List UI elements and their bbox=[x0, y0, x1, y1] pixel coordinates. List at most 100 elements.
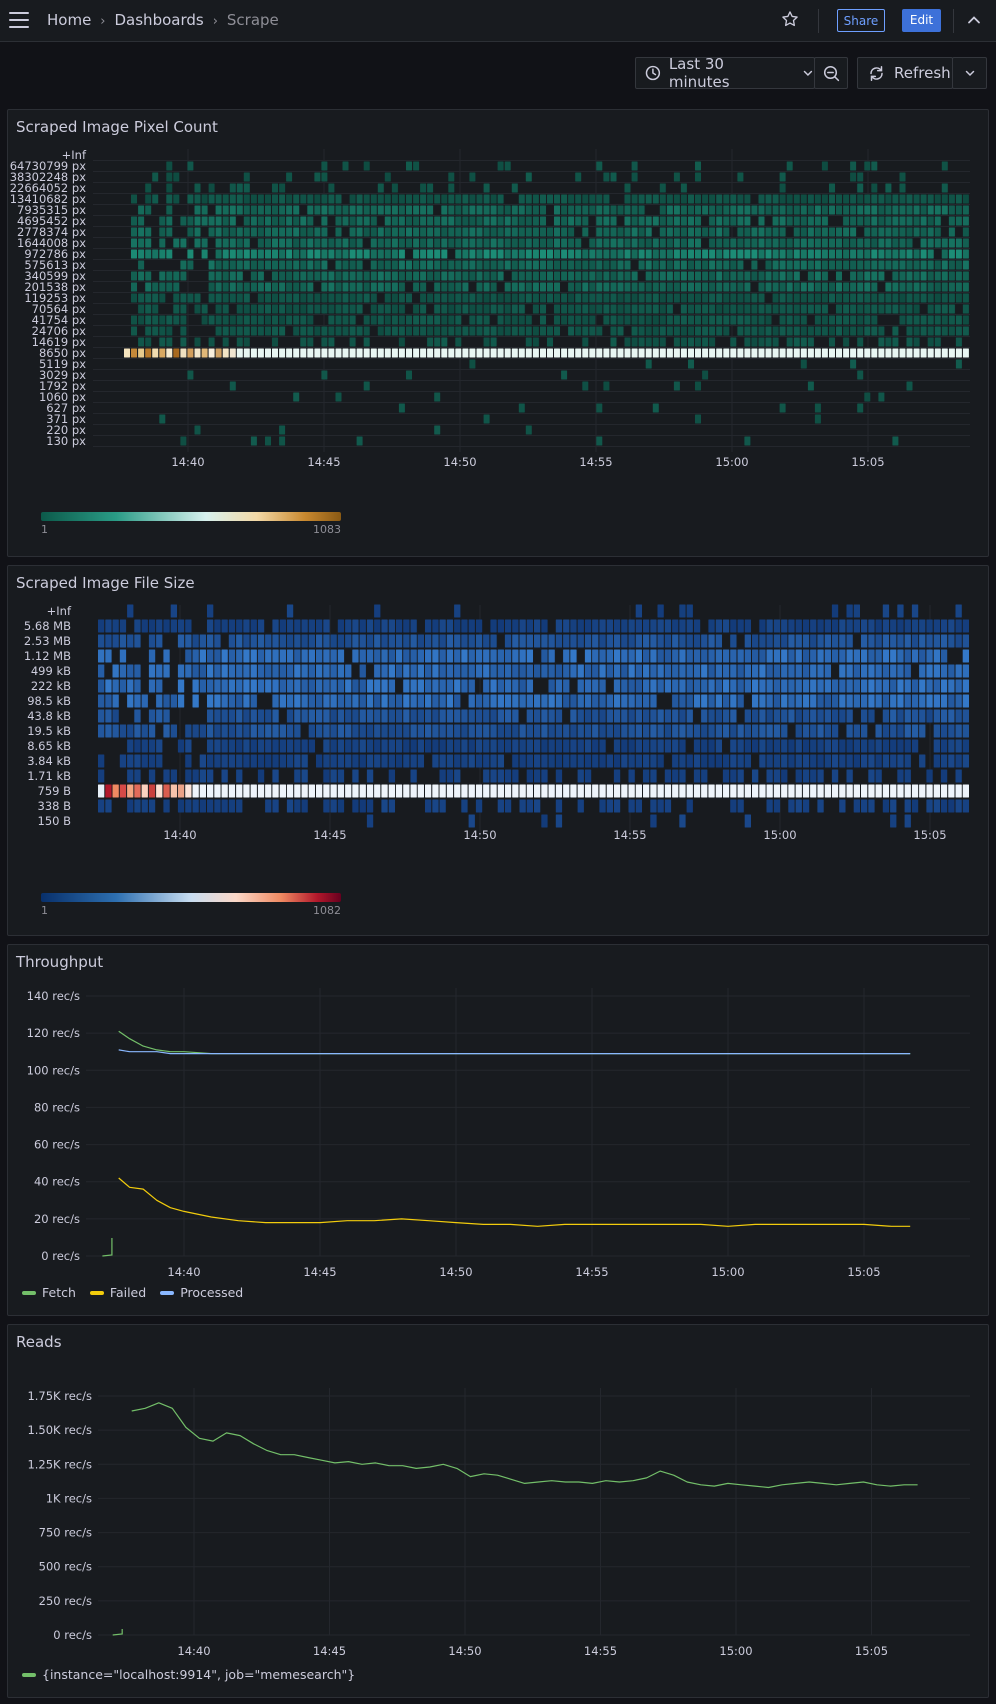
share-button[interactable]: Share bbox=[837, 9, 885, 32]
x-axis-label: 14:50 bbox=[443, 455, 476, 469]
refresh-interval-dropdown[interactable] bbox=[952, 57, 987, 89]
heatmap-cell bbox=[606, 784, 613, 798]
heatmap-cell bbox=[504, 664, 512, 678]
heatmap-cell bbox=[434, 425, 441, 435]
heatmap-cell bbox=[906, 381, 913, 391]
heatmap-cell bbox=[927, 249, 934, 259]
heatmap-cell bbox=[208, 194, 215, 204]
heatmap-cell bbox=[617, 282, 624, 292]
heatmap-cell bbox=[610, 227, 617, 237]
heatmap-cell bbox=[779, 194, 786, 204]
heatmap-cell bbox=[919, 649, 926, 663]
heatmap-cell bbox=[279, 282, 286, 292]
heatmap-cell bbox=[911, 679, 919, 693]
heatmap-cell bbox=[846, 784, 853, 798]
heatmap-cell bbox=[279, 205, 286, 215]
time-range-picker[interactable]: Last 30 minutes bbox=[635, 55, 815, 91]
heatmap-cell bbox=[462, 249, 469, 259]
heatmap-cell bbox=[861, 679, 868, 693]
heatmap-cell bbox=[919, 664, 926, 678]
heatmap-cell bbox=[824, 694, 831, 708]
heatmap-cell bbox=[751, 337, 758, 347]
heatmap-cell bbox=[222, 271, 229, 281]
heatmap-cell bbox=[948, 271, 955, 281]
heatmap-cell bbox=[356, 260, 363, 270]
legend-item-fetch[interactable]: Fetch bbox=[22, 1285, 76, 1300]
heatmap-cell bbox=[850, 194, 857, 204]
heatmap-cell bbox=[885, 282, 892, 292]
heatmap-cell bbox=[469, 260, 476, 270]
heatmap-cell bbox=[441, 304, 448, 314]
heatmap-cell bbox=[374, 754, 381, 768]
heatmap-cell bbox=[624, 293, 631, 303]
reads-chart[interactable]: 1.75K rec/s1.50K rec/s1.25K rec/s1K rec/… bbox=[8, 1359, 988, 1684]
heatmap-cell bbox=[868, 649, 875, 663]
heatmap-cell bbox=[417, 739, 424, 753]
heatmap-cell bbox=[599, 679, 606, 693]
heatmap-cell bbox=[519, 634, 526, 648]
legend-item-failed[interactable]: Failed bbox=[89, 1285, 146, 1300]
heatmap-cell bbox=[413, 227, 420, 237]
heatmap-cell bbox=[301, 679, 308, 693]
heatmap-cell bbox=[540, 249, 546, 259]
heatmap-cell bbox=[631, 216, 638, 226]
heatmap-cell bbox=[617, 260, 624, 270]
heatmap-cell bbox=[272, 238, 278, 248]
edit-button[interactable]: Edit bbox=[902, 9, 941, 32]
heatmap-cell bbox=[652, 194, 659, 204]
heatmap-cell bbox=[512, 739, 519, 753]
heatmap-cell bbox=[518, 326, 525, 336]
chevron-up-icon[interactable] bbox=[966, 12, 982, 28]
heatmap-cell bbox=[934, 260, 941, 270]
heatmap-cell bbox=[817, 784, 824, 798]
heatmap-cell bbox=[592, 664, 599, 678]
heatmap-cell bbox=[243, 619, 250, 633]
panel-title[interactable]: Reads bbox=[16, 1333, 62, 1351]
zoom-out-button[interactable] bbox=[814, 57, 848, 89]
heatmap-cell bbox=[370, 282, 377, 292]
heatmap-cell bbox=[638, 293, 645, 303]
refresh-button[interactable]: Refresh bbox=[857, 57, 953, 89]
heatmap-cell bbox=[446, 784, 454, 798]
heatmap-cell bbox=[766, 694, 773, 708]
zoom-out-icon bbox=[823, 65, 839, 81]
heatmap-cell bbox=[652, 403, 659, 413]
heatmap-cell bbox=[570, 619, 577, 633]
heatmap-cell bbox=[793, 282, 800, 292]
heatmap-cell bbox=[554, 315, 560, 325]
heatmap-cell bbox=[321, 282, 328, 292]
panel-title[interactable]: Scraped Image Pixel Count bbox=[16, 118, 218, 136]
breadcrumb-dashboards[interactable]: Dashboards bbox=[114, 11, 204, 29]
heatmap-cell bbox=[432, 739, 439, 753]
heatmap-cell bbox=[439, 664, 446, 678]
panel-title[interactable]: Throughput bbox=[16, 953, 104, 971]
heatmap-cell bbox=[335, 293, 342, 303]
heatmap-cell bbox=[933, 694, 940, 708]
y-axis-label: 0 rec/s bbox=[53, 1628, 92, 1642]
heatmap-cell bbox=[207, 619, 214, 633]
heatmap-cell bbox=[511, 260, 518, 270]
heatmap-cell bbox=[610, 238, 617, 248]
breadcrumb-home[interactable]: Home bbox=[47, 11, 92, 29]
heatmap-cell bbox=[752, 679, 759, 693]
panel-title[interactable]: Scraped Image File Size bbox=[16, 574, 195, 592]
heatmap-cell bbox=[243, 260, 250, 270]
heatmap-cell bbox=[221, 649, 228, 663]
heatmap-cell bbox=[650, 679, 657, 693]
heatmap-cell bbox=[635, 649, 642, 663]
heatmap-cell bbox=[308, 724, 315, 738]
legend-item-instance[interactable]: {instance="localhost:9914", job="memesea… bbox=[22, 1667, 355, 1682]
heatmap-cell bbox=[584, 739, 592, 753]
heatmap-cell bbox=[955, 282, 962, 292]
heatmap-cell bbox=[927, 293, 934, 303]
heatmap-cell bbox=[554, 304, 560, 314]
heatmap-cell bbox=[395, 619, 403, 633]
legend-item-processed[interactable]: Processed bbox=[160, 1285, 243, 1300]
heatmap-cell bbox=[356, 216, 363, 226]
star-icon[interactable] bbox=[780, 9, 800, 29]
heatmap-cell bbox=[349, 194, 356, 204]
menu-icon[interactable] bbox=[9, 12, 29, 28]
